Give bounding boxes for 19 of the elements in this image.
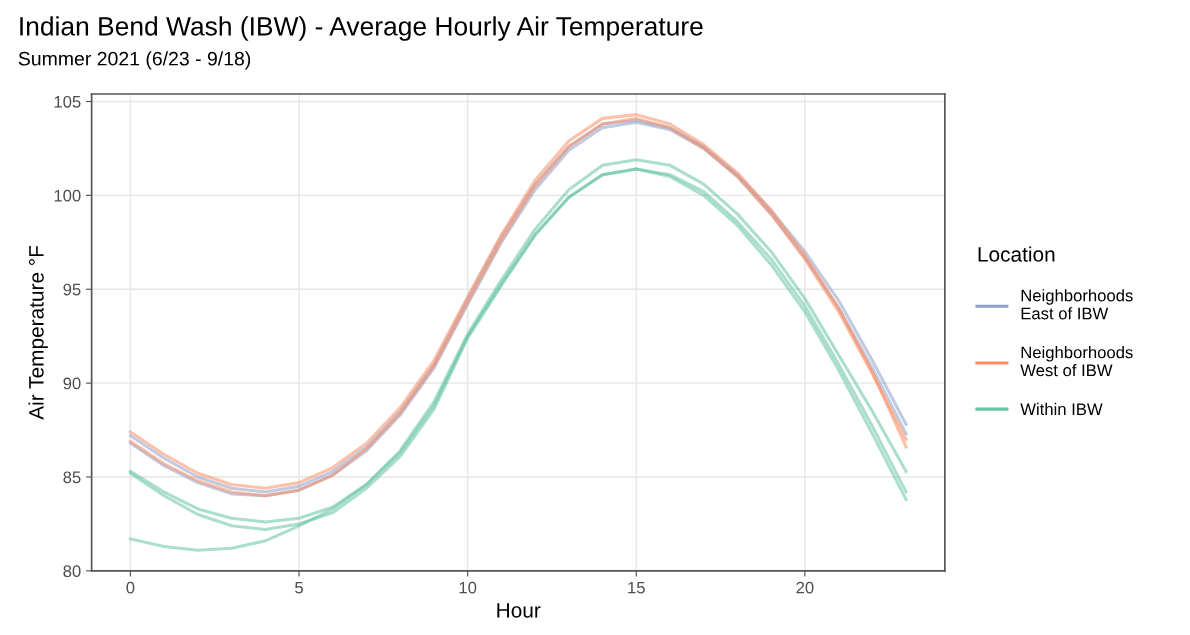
x-tick-label: 5 [295, 581, 303, 594]
x-tick-label: 20 [796, 581, 814, 594]
y-tick-label: 105 [54, 95, 81, 108]
x-tick-label: 10 [459, 581, 477, 594]
x-axis-title: Hour [497, 603, 541, 618]
chart-title: Indian Bend Wash (IBW) - Average Hourly Air Temperature [20, 16, 703, 41]
x-tick-label: 15 [628, 581, 645, 594]
legend-label: Neighborhoods West of IBW [1020, 346, 1133, 377]
y-tick-label: 85 [63, 471, 81, 484]
y-tick-label: 80 [63, 565, 81, 578]
legend-title: Location [978, 246, 1055, 262]
y-tick-label: 95 [63, 283, 81, 296]
y-tick-label: 90 [63, 377, 81, 390]
legend-label: Within IBW [1020, 402, 1103, 416]
chart-subtitle: Summer 2021 (6/23 - 9/18) [18, 51, 251, 70]
y-axis-title: Air Temperature °F [28, 245, 48, 420]
y-tick-label: 100 [54, 189, 81, 202]
x-tick-label: 0 [126, 581, 135, 594]
legend-label: Neighborhoods East of IBW [1021, 289, 1133, 320]
